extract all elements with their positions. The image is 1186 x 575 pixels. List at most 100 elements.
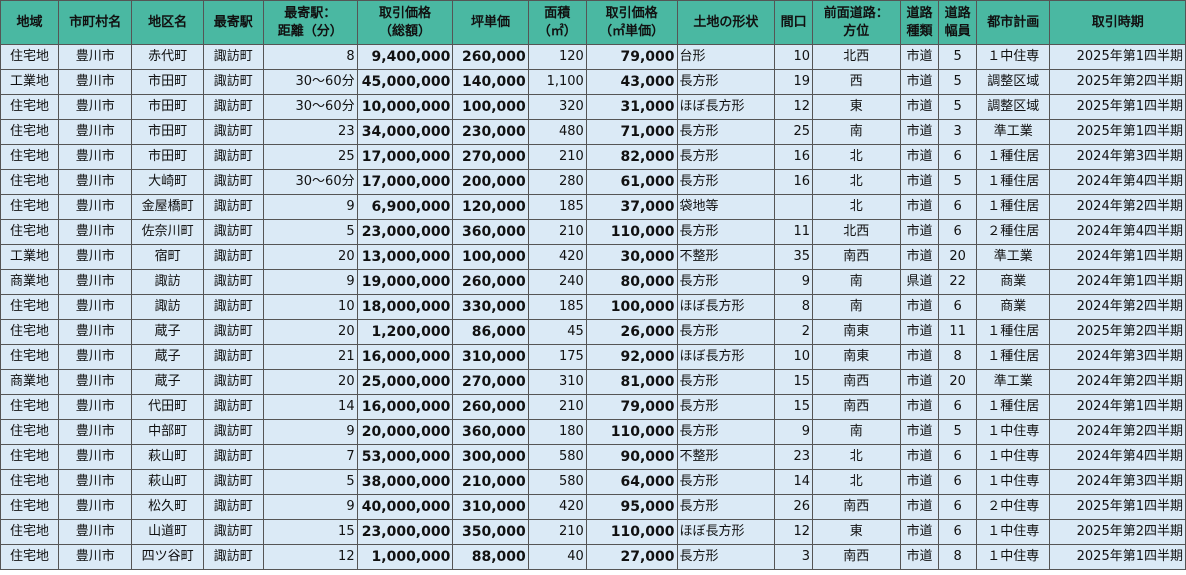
cell-road-direction[interactable]: 北 [812,444,901,470]
cell-region[interactable]: 住宅地 [0,469,60,495]
cell-station-distance[interactable]: 30〜60分 [262,169,358,195]
cell-road-direction[interactable]: 南西 [812,369,901,395]
cell-nearest-station[interactable]: 諏訪町 [202,469,264,495]
cell-district[interactable]: 佐奈川町 [131,219,204,245]
cell-road-width[interactable]: 3 [938,119,978,145]
header-region[interactable]: 地域 [0,0,60,45]
cell-frontage[interactable]: 16 [774,169,813,195]
cell-price-per-sqm[interactable]: 31,000 [585,94,678,120]
cell-city-planning[interactable]: １中住専 [976,419,1051,445]
cell-district[interactable]: 赤代町 [131,44,204,70]
cell-frontage[interactable]: 23 [774,444,813,470]
cell-area[interactable]: 240 [527,269,587,295]
cell-frontage[interactable]: 14 [774,469,813,495]
cell-municipality[interactable]: 豊川市 [58,544,133,570]
cell-frontage[interactable]: 16 [774,144,813,170]
cell-price-total[interactable]: 1,000,000 [356,544,454,570]
cell-price-per-sqm[interactable]: 82,000 [585,144,678,170]
cell-tsubo-unit-price[interactable]: 260,000 [452,44,529,70]
cell-road-type[interactable]: 市道 [899,394,940,420]
cell-nearest-station[interactable]: 諏訪町 [202,394,264,420]
cell-municipality[interactable]: 豊川市 [58,194,133,220]
cell-region[interactable]: 住宅地 [0,394,60,420]
cell-area[interactable]: 320 [527,94,587,120]
cell-road-width[interactable]: 22 [938,269,978,295]
cell-price-total[interactable]: 18,000,000 [356,294,454,320]
cell-frontage[interactable]: 11 [774,219,813,245]
cell-price-total[interactable]: 13,000,000 [356,244,454,270]
cell-area[interactable]: 420 [527,494,587,520]
cell-land-shape[interactable]: 長方形 [676,69,776,95]
cell-transaction-period[interactable]: 2024年第2四半期 [1049,294,1186,320]
cell-region[interactable]: 住宅地 [0,144,60,170]
cell-city-planning[interactable]: １中住専 [976,44,1051,70]
cell-district[interactable]: 金屋橋町 [131,194,204,220]
cell-land-shape[interactable]: 不整形 [676,244,776,270]
cell-road-width[interactable]: 6 [938,444,978,470]
cell-road-width[interactable]: 5 [938,94,978,120]
cell-transaction-period[interactable]: 2025年第2四半期 [1049,319,1186,345]
cell-city-planning[interactable]: １中住専 [976,469,1051,495]
cell-land-shape[interactable]: 長方形 [676,219,776,245]
cell-land-shape[interactable]: 長方形 [676,319,776,345]
cell-road-type[interactable]: 市道 [899,69,940,95]
cell-district[interactable]: 蔵子 [131,344,204,370]
cell-price-total[interactable]: 19,000,000 [356,269,454,295]
cell-region[interactable]: 住宅地 [0,169,60,195]
cell-road-width[interactable]: 5 [938,44,978,70]
header-road-direction[interactable]: 前面道路： 方位 [812,0,901,45]
cell-road-width[interactable]: 6 [938,394,978,420]
cell-municipality[interactable]: 豊川市 [58,69,133,95]
cell-frontage[interactable]: 25 [774,119,813,145]
cell-tsubo-unit-price[interactable]: 260,000 [452,269,529,295]
cell-region[interactable]: 工業地 [0,244,60,270]
cell-area[interactable]: 210 [527,519,587,545]
cell-area[interactable]: 280 [527,169,587,195]
cell-transaction-period[interactable]: 2025年第1四半期 [1049,94,1186,120]
cell-municipality[interactable]: 豊川市 [58,444,133,470]
cell-station-distance[interactable]: 10 [262,294,358,320]
cell-road-direction[interactable]: 南 [812,294,901,320]
cell-price-per-sqm[interactable]: 90,000 [585,444,678,470]
cell-price-total[interactable]: 53,000,000 [356,444,454,470]
header-municipality[interactable]: 市町村名 [58,0,133,45]
cell-area[interactable]: 420 [527,244,587,270]
cell-station-distance[interactable]: 20 [262,369,358,395]
cell-station-distance[interactable]: 15 [262,519,358,545]
cell-price-per-sqm[interactable]: 30,000 [585,244,678,270]
cell-land-shape[interactable]: 長方形 [676,494,776,520]
cell-area[interactable]: 185 [527,194,587,220]
cell-land-shape[interactable]: 長方形 [676,469,776,495]
cell-nearest-station[interactable]: 諏訪町 [202,419,264,445]
cell-city-planning[interactable]: ２中住専 [976,494,1051,520]
cell-road-type[interactable]: 市道 [899,119,940,145]
cell-municipality[interactable]: 豊川市 [58,169,133,195]
cell-road-direction[interactable]: 北 [812,469,901,495]
cell-station-distance[interactable]: 9 [262,194,358,220]
cell-frontage[interactable]: 15 [774,369,813,395]
cell-district[interactable]: 市田町 [131,144,204,170]
cell-region[interactable]: 工業地 [0,69,60,95]
cell-transaction-period[interactable]: 2024年第3四半期 [1049,344,1186,370]
cell-road-direction[interactable]: 西 [812,69,901,95]
cell-price-per-sqm[interactable]: 79,000 [585,44,678,70]
header-area[interactable]: 面積 （㎡） [527,0,587,45]
cell-region[interactable]: 商業地 [0,369,60,395]
cell-municipality[interactable]: 豊川市 [58,269,133,295]
cell-frontage[interactable]: 9 [774,419,813,445]
cell-city-planning[interactable]: １種住居 [976,194,1051,220]
cell-station-distance[interactable]: 14 [262,394,358,420]
cell-price-total[interactable]: 25,000,000 [356,369,454,395]
cell-region[interactable]: 住宅地 [0,344,60,370]
cell-area[interactable]: 40 [527,544,587,570]
cell-station-distance[interactable]: 30〜60分 [262,69,358,95]
cell-land-shape[interactable]: 袋地等 [676,194,776,220]
cell-road-direction[interactable]: 東 [812,519,901,545]
cell-road-type[interactable]: 市道 [899,144,940,170]
cell-road-type[interactable]: 市道 [899,469,940,495]
cell-city-planning[interactable]: １種住居 [976,144,1051,170]
cell-transaction-period[interactable]: 2024年第1四半期 [1049,394,1186,420]
cell-land-shape[interactable]: 長方形 [676,119,776,145]
cell-land-shape[interactable]: ほぼ長方形 [676,94,776,120]
cell-tsubo-unit-price[interactable]: 100,000 [452,244,529,270]
